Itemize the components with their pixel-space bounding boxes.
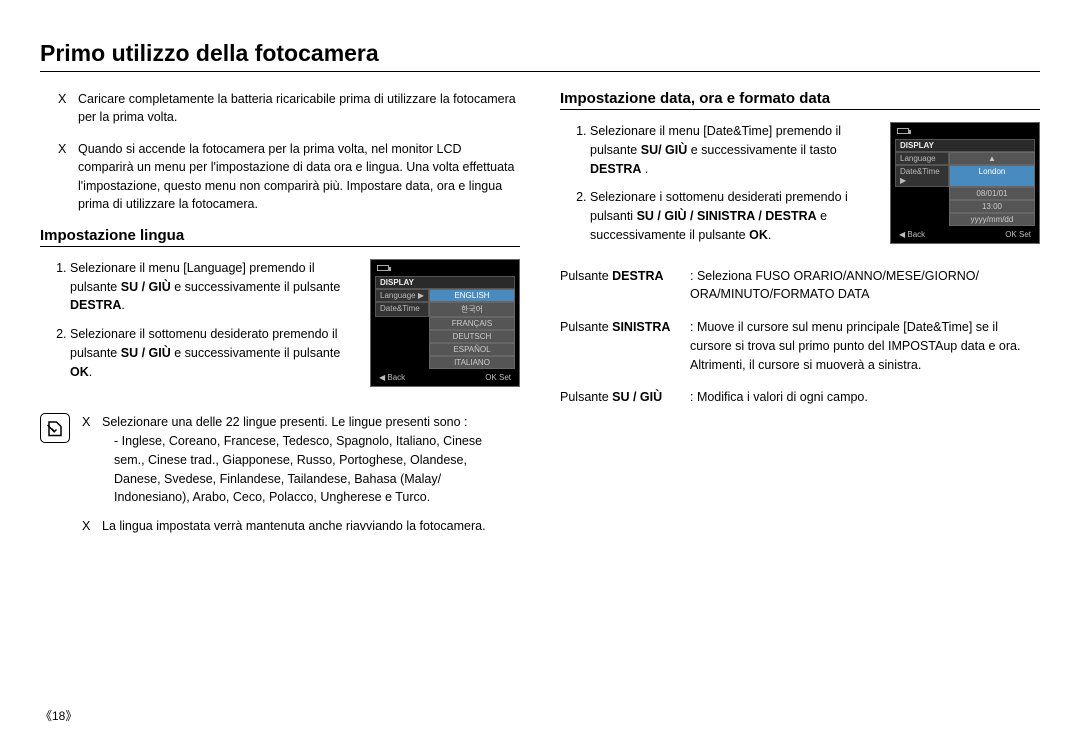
page-title: Primo utilizzo della fotocamera — [40, 40, 1040, 72]
lcd-back: ◀ Back — [379, 373, 405, 382]
lcd-value: yyyy/mm/dd — [949, 213, 1035, 226]
lcd-value: 13:00 — [949, 200, 1035, 213]
date-step-1: Selezionare il menu [Date&Time] premendo… — [590, 122, 876, 178]
def-label-sugiu: Pulsante SU / GIÙ — [560, 388, 684, 407]
note-icon — [40, 413, 70, 443]
intro-text-2: Quando si accende la fotocamera per la p… — [78, 140, 520, 213]
battery-icon — [897, 128, 909, 134]
lcd-option: ESPAÑOL — [429, 343, 515, 356]
def-label-sinistra: Pulsante SINISTRA — [560, 318, 684, 374]
lcd-up-arrow: ▲ — [949, 152, 1035, 165]
note-body: X Selezionare una delle 22 lingue presen… — [82, 413, 510, 546]
left-column: X Caricare completamente la batteria ric… — [40, 90, 520, 546]
bullet-marker: X — [58, 140, 70, 213]
lcd-value: 08/01/01 — [949, 187, 1035, 200]
lang-heading: Impostazione lingua — [40, 227, 520, 247]
date-step-2: Selezionare i sottomenu desiderati preme… — [590, 188, 876, 244]
lcd-value-selected: London — [949, 165, 1035, 187]
def-label-destra: Pulsante DESTRA — [560, 267, 684, 305]
date-lcd-screenshot: DISPLAY Language ▲ Date&Time ▶ London 08… — [890, 122, 1040, 244]
def-value-destra: : Seleziona FUSO ORARIO/ANNO/MESE/GIORNO… — [690, 267, 1040, 305]
bullet-marker: X — [82, 517, 94, 536]
lcd-option: FRANÇAIS — [429, 317, 515, 330]
date-instructions: Selezionare il menu [Date&Time] premendo… — [560, 122, 1040, 255]
lcd-option-selected: ENGLISH — [429, 289, 515, 302]
note-text-2: La lingua impostata verrà mantenuta anch… — [102, 517, 486, 536]
intro-block-2: X Quando si accende la fotocamera per la… — [40, 140, 520, 213]
note-text-1: Selezionare una delle 22 lingue presenti… — [102, 415, 468, 429]
lcd-header: DISPLAY — [375, 276, 515, 289]
date-heading: Impostazione data, ora e formato data — [560, 90, 1040, 110]
lcd-menu-datetime: Date&Time ▶ — [895, 165, 949, 187]
lang-step-1: Selezionare il menu [Language] premendo … — [70, 259, 356, 315]
lcd-option: 한국어 — [429, 302, 515, 317]
lcd-header: DISPLAY — [895, 139, 1035, 152]
lang-lcd-screenshot: DISPLAY Language ▶ ENGLISH Date&Time 한국어… — [370, 259, 520, 387]
def-value-sinistra: : Muove il cursore sul menu principale [… — [690, 318, 1040, 374]
page-number: 《18》 — [40, 707, 77, 724]
def-value-sugiu: : Modifica i valori di ogni campo. — [690, 388, 1040, 407]
lcd-menu-language: Language ▶ — [375, 289, 429, 302]
language-list: Inglese, Coreano, Francese, Tedesco, Spa… — [114, 434, 482, 504]
intro-text-1: Caricare completamente la batteria ricar… — [78, 90, 520, 126]
intro-block: X Caricare completamente la batteria ric… — [40, 90, 520, 126]
note-block: X Selezionare una delle 22 lingue presen… — [40, 413, 520, 546]
button-definitions: Pulsante DESTRA : Seleziona FUSO ORARIO/… — [560, 267, 1040, 408]
battery-icon — [377, 265, 389, 271]
lcd-ok-set: OK Set — [485, 373, 511, 382]
lcd-back: ◀ Back — [899, 230, 925, 239]
lcd-menu-datetime: Date&Time — [375, 302, 429, 317]
two-column-layout: X Caricare completamente la batteria ric… — [40, 90, 1040, 546]
lang-instructions: Selezionare il menu [Language] premendo … — [40, 259, 520, 392]
bullet-marker: X — [58, 90, 70, 126]
right-column: Impostazione data, ora e formato data Se… — [560, 90, 1040, 546]
lcd-option: DEUTSCH — [429, 330, 515, 343]
bullet-marker: X — [82, 413, 94, 507]
lcd-menu-language: Language — [895, 152, 949, 165]
lcd-option: ITALIANO — [429, 356, 515, 369]
lang-step-2: Selezionare il sottomenu desiderato prem… — [70, 325, 356, 381]
lcd-ok-set: OK Set — [1005, 230, 1031, 239]
